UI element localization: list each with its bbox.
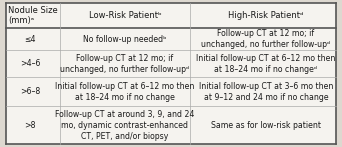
Text: Follow-up CT at 12 mo; if
unchanged, no further follow-upᵈ: Follow-up CT at 12 mo; if unchanged, no …	[60, 54, 189, 74]
Text: Initial follow-up CT at 6–12 mo then
at 18–24 mo if no changeᵈ: Initial follow-up CT at 6–12 mo then at …	[196, 54, 336, 74]
Text: ≤4: ≤4	[24, 35, 36, 44]
Text: No follow-up neededᵇ: No follow-up neededᵇ	[83, 35, 167, 44]
Text: Nodule Size
(mm)ᵃ: Nodule Size (mm)ᵃ	[8, 6, 57, 25]
Text: Same as for low-risk patient: Same as for low-risk patient	[211, 121, 321, 130]
Text: Initial follow-up CT at 6–12 mo then
at 18–24 mo if no change: Initial follow-up CT at 6–12 mo then at …	[55, 82, 195, 102]
Text: Low-Risk Patientᵇ: Low-Risk Patientᵇ	[89, 11, 161, 20]
Text: High-Risk Patientᵈ: High-Risk Patientᵈ	[228, 11, 304, 20]
Text: Follow-up CT at 12 mo; if
unchanged, no further follow-upᵈ: Follow-up CT at 12 mo; if unchanged, no …	[201, 29, 330, 49]
Text: >4–6: >4–6	[20, 59, 40, 68]
FancyBboxPatch shape	[6, 3, 336, 144]
Text: >8: >8	[24, 121, 36, 130]
Text: Follow-up CT at around 3, 9, and 24
mo, dynamic contrast-enhanced
CT, PET, and/o: Follow-up CT at around 3, 9, and 24 mo, …	[55, 110, 195, 141]
Text: Initial follow-up CT at 3–6 mo then
at 9–12 and 24 mo if no change: Initial follow-up CT at 3–6 mo then at 9…	[199, 82, 333, 102]
Text: >6–8: >6–8	[20, 87, 40, 96]
